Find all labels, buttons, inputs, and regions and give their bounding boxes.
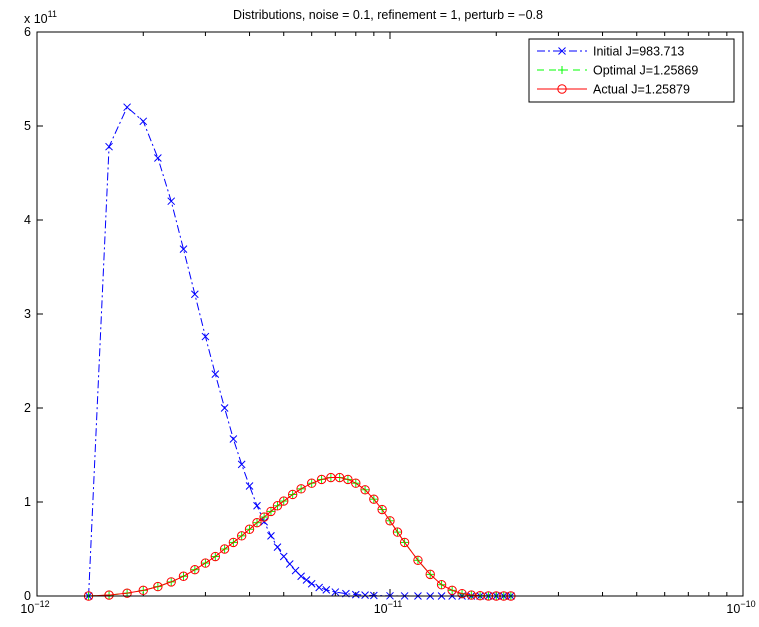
x-tick-label: 10−12: [20, 599, 49, 616]
series-point: [377, 504, 387, 515]
series-point: [220, 404, 229, 412]
y-tick-label: 5: [24, 119, 31, 133]
plot-frame: [36, 31, 744, 597]
series-point: [259, 512, 269, 522]
series-point: [178, 571, 189, 581]
series-point: [237, 460, 246, 469]
series-point: [253, 501, 261, 510]
legend-label: Actual J=1.25879: [593, 83, 690, 97]
legend-marker: [558, 47, 566, 55]
series-point: [279, 552, 288, 561]
series-point: [436, 580, 447, 590]
series-point: [201, 332, 210, 341]
series-point: [361, 591, 369, 600]
series-point: [399, 537, 410, 548]
series-point: [413, 555, 423, 565]
x-tick-label: 10−11: [374, 599, 403, 616]
legend: Initial J=983.713 Optimal J=1.25869 Actual…: [528, 38, 735, 103]
series-point: [179, 245, 188, 253]
legend-marker: [557, 84, 567, 94]
x-tick-label: 10−10: [726, 599, 755, 616]
legend-entry: Initial J=983.713: [537, 45, 684, 59]
series-point: [200, 558, 211, 568]
series-point: [273, 543, 282, 551]
series-point: [316, 474, 327, 485]
y-tick-label: 3: [24, 307, 31, 321]
series-point: [392, 527, 403, 537]
y-exponent-base: x 10: [24, 12, 48, 26]
series-point: [267, 531, 275, 540]
series-point: [272, 501, 283, 511]
y-tick-label: 2: [24, 401, 31, 415]
series-point: [122, 588, 132, 598]
series-point: [244, 524, 255, 534]
y-tick-label: 4: [24, 213, 31, 227]
series-point: [351, 590, 360, 599]
series-point: [307, 579, 316, 588]
series-point: [279, 496, 289, 506]
series-point: [245, 482, 254, 490]
series-point: [236, 531, 247, 541]
series-point: [447, 585, 457, 596]
legend-entry: Optimal J=1.25869: [537, 64, 698, 78]
series-point: [360, 485, 370, 495]
series-point: [190, 564, 200, 575]
series-point: [166, 577, 176, 587]
y-tick-label: 1: [24, 495, 31, 509]
series-point: [219, 544, 230, 554]
series-point: [252, 517, 262, 528]
series-point: [210, 551, 221, 562]
plot-area: [37, 32, 743, 596]
series-line: [88, 477, 511, 597]
legend-marker: [558, 66, 566, 74]
series-point: [425, 569, 435, 580]
series-point: [228, 537, 239, 548]
series-point: [167, 197, 176, 206]
series-3: [83, 472, 516, 601]
series-point: [331, 588, 340, 596]
series-point: [154, 154, 162, 162]
series-point: [123, 103, 131, 112]
series-point: [297, 572, 305, 581]
series-point: [306, 478, 317, 488]
series-point: [287, 489, 298, 500]
legend-label: Initial J=983.713: [593, 45, 684, 59]
series-point: [385, 516, 395, 526]
series-point: [296, 484, 306, 494]
chart-title: Distributions, noise = 0.1, refinement =…: [233, 8, 543, 22]
series-point: [104, 590, 114, 600]
series-point: [229, 435, 238, 443]
series-point: [153, 581, 163, 592]
series-point: [139, 117, 148, 126]
legend-entry: Actual J=1.25879: [537, 83, 690, 97]
y-tick-label: 0: [24, 589, 31, 603]
series-point: [190, 290, 199, 299]
series-point: [211, 370, 220, 379]
series-point: [105, 142, 113, 151]
series-point: [457, 588, 467, 599]
y-exponent-label: x 1011: [24, 9, 57, 26]
series-point: [369, 494, 379, 504]
legend-label: Optimal J=1.25869: [593, 64, 698, 78]
series-point: [266, 506, 276, 517]
series-point: [322, 586, 331, 594]
series-point: [285, 560, 294, 568]
series-point: [138, 585, 148, 596]
series-point: [343, 474, 353, 485]
y-exponent-power: 11: [48, 9, 57, 19]
series-point: [302, 576, 311, 584]
y-tick-label: 6: [24, 25, 31, 39]
series-point: [351, 478, 361, 488]
series-point: [315, 583, 324, 592]
